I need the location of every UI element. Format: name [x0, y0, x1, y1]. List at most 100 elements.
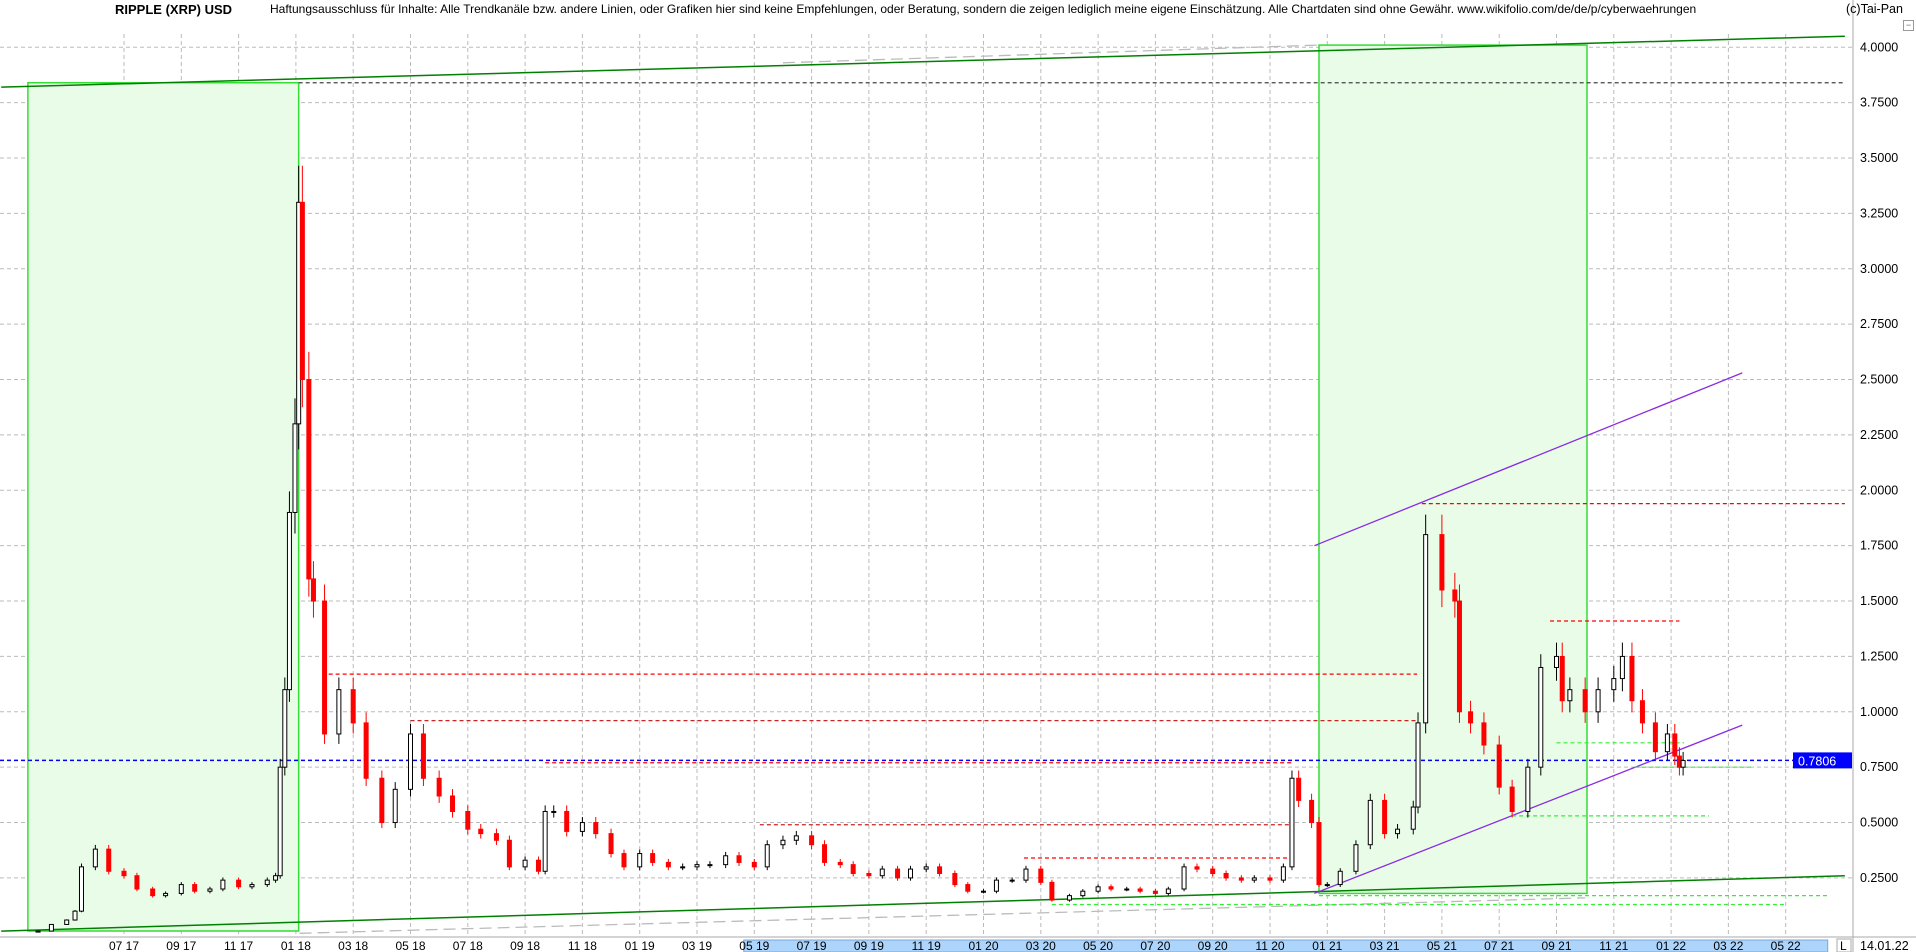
candle: [1652, 712, 1658, 761]
candle: [1619, 642, 1625, 692]
candle-body: [764, 844, 770, 868]
candle: [72, 910, 78, 921]
highlight-zones: [27, 44, 1588, 932]
candle-body: [1165, 888, 1171, 894]
scale-mode-button[interactable]: [1836, 938, 1852, 952]
candle-body: [92, 848, 98, 868]
candle: [236, 877, 242, 890]
candle: [1611, 665, 1617, 702]
candle: [264, 877, 270, 888]
candle-body: [780, 839, 786, 846]
y-tick-label: 3.7500: [1860, 96, 1898, 110]
x-tick-label: 05 22: [1771, 939, 1801, 952]
candle-body: [981, 890, 986, 893]
candle: [322, 584, 328, 744]
x-tick-label: 11 21: [1599, 939, 1628, 952]
candle: [1267, 875, 1273, 883]
candle-body: [593, 822, 599, 835]
x-tick-label: 03 20: [1026, 939, 1056, 952]
candle: [1038, 865, 1044, 885]
candle: [707, 861, 713, 869]
candle: [1223, 870, 1229, 881]
candle-body: [1559, 655, 1565, 702]
candle-body: [1382, 799, 1388, 835]
candle: [1238, 875, 1244, 883]
candle-body: [506, 839, 512, 868]
candle-body: [621, 853, 627, 868]
x-tick-label: 07 17: [109, 939, 139, 952]
candle: [392, 782, 398, 829]
candle: [793, 830, 799, 845]
horizontal-levels: [0, 82, 1853, 906]
candle-body: [336, 689, 342, 735]
candle-body: [1066, 895, 1072, 901]
candle: [1525, 758, 1531, 818]
candle: [1353, 840, 1359, 875]
x-tick-label: 11 19: [912, 939, 941, 952]
candle-body: [736, 855, 742, 863]
candle: [450, 789, 456, 818]
candle-body: [1468, 711, 1474, 724]
candle-body: [48, 923, 54, 932]
candle: [1289, 770, 1295, 871]
y-tick-label: 1.7500: [1860, 539, 1898, 553]
candle: [292, 398, 298, 534]
candle-body: [1567, 689, 1573, 702]
candle-body: [207, 888, 213, 892]
date-range-scrollbar[interactable]: [743, 939, 1829, 952]
y-tick-label: 3.5000: [1860, 151, 1898, 165]
x-tick-label: 09 19: [854, 939, 884, 952]
support-green-trendline: [1, 35, 1845, 88]
candle-body: [1280, 866, 1286, 881]
candle: [1410, 800, 1416, 835]
candle-body: [965, 884, 971, 892]
candle-body: [478, 828, 484, 835]
candle: [1367, 793, 1373, 850]
candle-body: [895, 868, 901, 879]
candle-body: [306, 379, 312, 580]
candle: [363, 712, 369, 787]
candle-body: [106, 848, 112, 872]
x-tick-label: 09 17: [166, 939, 196, 952]
candle: [1423, 514, 1429, 734]
candle: [751, 858, 757, 871]
candle-body: [1124, 888, 1130, 891]
candle: [608, 828, 614, 858]
candle-body: [1251, 877, 1257, 881]
candle-body: [1509, 786, 1515, 812]
candle: [64, 919, 70, 925]
candle-body: [1525, 766, 1531, 812]
candle: [1095, 884, 1101, 894]
candle-body: [837, 861, 843, 866]
candle: [192, 882, 198, 894]
candle: [1152, 889, 1158, 896]
candle-body: [522, 859, 528, 868]
candle-body: [322, 600, 328, 735]
candle: [621, 849, 627, 871]
candle-body: [1538, 667, 1544, 768]
gray-dashed-trendline: [299, 897, 1586, 934]
candle-body: [1423, 534, 1429, 724]
disclaimer-text: Haftungsausschluss für Inhalte: Alle Tre…: [270, 2, 1697, 16]
x-tick-label: 01 21: [1312, 939, 1342, 952]
candle-body: [1108, 886, 1114, 890]
candle-body: [1337, 870, 1343, 886]
candle: [420, 723, 426, 787]
candle: [506, 835, 512, 871]
candle: [249, 882, 255, 890]
candle: [1280, 863, 1286, 883]
candle: [637, 849, 643, 871]
highlight-zone: [27, 81, 300, 932]
candle: [310, 561, 316, 618]
candle-body: [150, 888, 156, 897]
candle-body: [450, 795, 456, 812]
minus-box-icon[interactable]: −: [1903, 20, 1914, 31]
candle: [866, 870, 872, 879]
candle-body: [299, 201, 305, 381]
candle: [350, 677, 356, 734]
candle: [579, 817, 585, 837]
candle-body: [493, 833, 499, 841]
x-tick-label: 07 18: [453, 939, 483, 952]
candle-body: [1152, 890, 1158, 894]
candle-body: [310, 578, 316, 602]
